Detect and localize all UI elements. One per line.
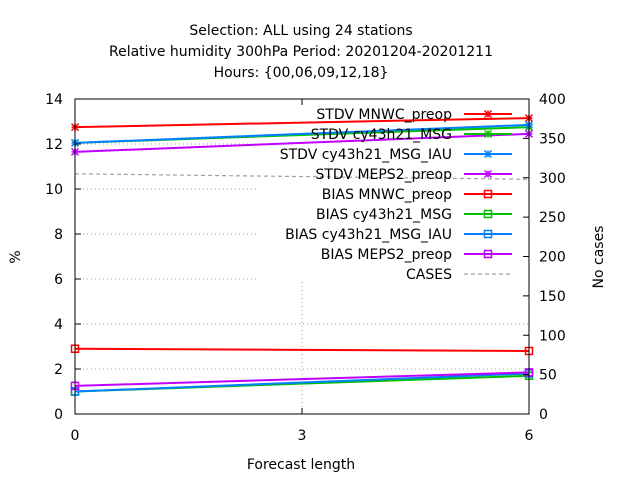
- legend-marker: [483, 169, 493, 179]
- x-tick-label: 6: [525, 428, 534, 444]
- y-tick-label: 6: [54, 272, 63, 288]
- y2-tick-label: 400: [539, 92, 566, 108]
- y-axis-label: %: [8, 250, 24, 263]
- y2-tick-label: 300: [539, 171, 566, 187]
- legend-entry: CASES: [406, 267, 452, 283]
- series-line: [74, 123, 530, 144]
- y-tick-label: 0: [54, 407, 63, 423]
- y2-tick-label: 0: [539, 407, 548, 423]
- x-tick-label: 3: [298, 428, 307, 444]
- title-line: Selection: ALL using 24 stations: [189, 23, 412, 39]
- y-tick-label: 2: [54, 362, 63, 378]
- title-line: Hours: {00,06,09,12,18}: [214, 65, 389, 81]
- legend-marker: [483, 209, 493, 219]
- y-tick-label: 14: [45, 92, 63, 108]
- legend: STDV MNWC_preop STDV cy43h21_MSG STDV cy43…: [280, 107, 512, 283]
- y-tick-label: 4: [54, 317, 63, 333]
- series-line: [74, 117, 530, 129]
- legend-entry: STDV MNWC_preop: [316, 107, 452, 123]
- series-line: [74, 371, 530, 387]
- y2-tick-label: 100: [539, 328, 566, 344]
- series-line: [74, 173, 530, 180]
- legend-entry: BIAS cy43h21_MSG_IAU: [285, 227, 452, 243]
- chart-title: Selection: ALL using 24 stations Relative…: [109, 23, 493, 81]
- y2-tick-label: 250: [539, 210, 566, 226]
- legend-marker: [483, 249, 493, 259]
- legend-marker: [483, 109, 493, 119]
- legend-marker: [483, 229, 493, 239]
- legend-entry: BIAS cy43h21_MSG: [316, 207, 452, 223]
- y2-tick-label: 50: [539, 368, 557, 384]
- y2-axis-label: No cases: [591, 226, 607, 289]
- legend-entry: BIAS MEPS2_preop: [321, 247, 452, 263]
- y-tick-label: 10: [45, 182, 63, 198]
- x-tick-label: 0: [71, 428, 80, 444]
- series-line: [74, 132, 530, 153]
- series-line: [74, 347, 530, 352]
- legend-entry: STDV cy43h21_MSG_IAU: [280, 147, 452, 163]
- y2-tick-label: 150: [539, 289, 566, 305]
- legend-entry: BIAS MNWC_preop: [322, 187, 452, 203]
- legend-marker: [483, 129, 493, 139]
- y-tick-label: 12: [45, 137, 63, 153]
- grid: [75, 143, 529, 414]
- legend-marker: [483, 189, 493, 199]
- legend-marker: [483, 149, 493, 159]
- x-axis-label: Forecast length: [247, 457, 355, 473]
- y2-tick-label: 350: [539, 131, 566, 147]
- legend-entry: STDV cy43h21_MSG: [311, 127, 452, 143]
- y-tick-label: 8: [54, 227, 63, 243]
- series-line: [74, 372, 530, 393]
- axes: 0 2 4 6 8 10 12 14 0 50 100 150 200 250 300 350 400 0 3 6: [45, 92, 566, 444]
- title-line: Relative humidity 300hPa Period: 2020120…: [109, 44, 493, 60]
- legend-entry: STDV MEPS2_preop: [315, 167, 452, 183]
- y2-tick-label: 200: [539, 250, 566, 266]
